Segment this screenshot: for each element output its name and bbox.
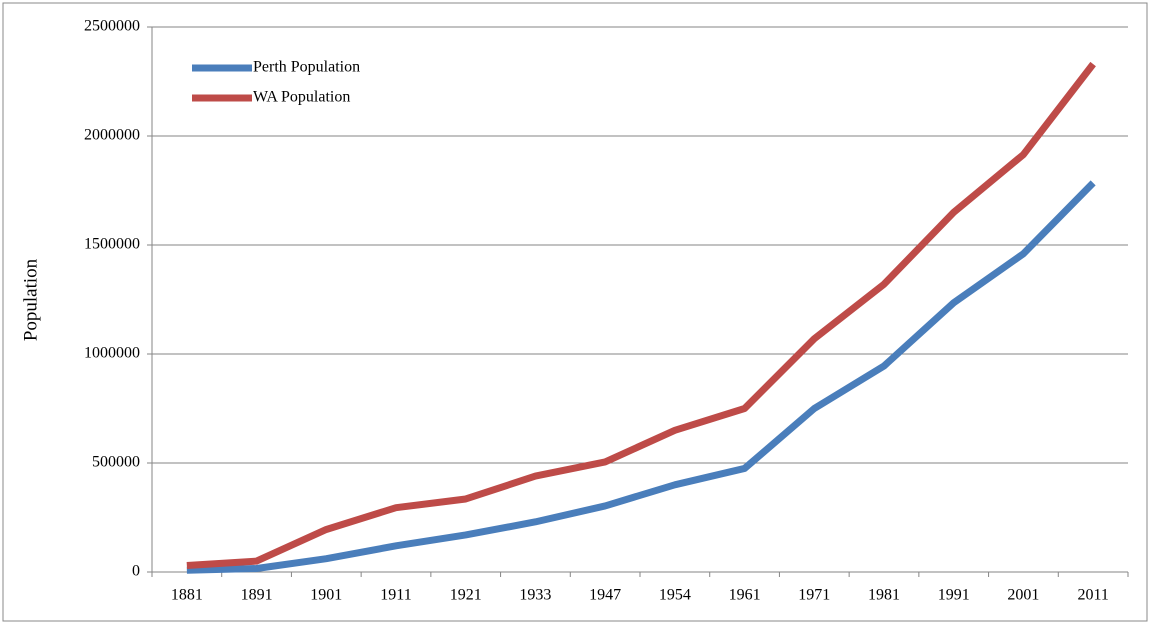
legend-label: WA Population <box>253 89 350 106</box>
y-tick-label: 1500000 <box>84 236 140 253</box>
line <box>186 180 1096 574</box>
y-tick-label: 1000000 <box>84 345 140 362</box>
x-tick-label: 1921 <box>450 587 482 604</box>
x-tick-label: 1911 <box>380 587 411 604</box>
x-tick-label: 1881 <box>171 587 203 604</box>
y-axis-title: Population <box>20 258 41 341</box>
x-tick-label: 1901 <box>310 587 342 604</box>
legend-label: Perth Population <box>253 59 360 76</box>
x-tick-label: 1991 <box>938 587 970 604</box>
y-tick-label: 2500000 <box>84 18 140 35</box>
x-tick-label: 1961 <box>729 587 761 604</box>
x-tick-label: 1954 <box>659 587 691 604</box>
x-tick-label: 1947 <box>589 587 621 604</box>
y-tick-label: 0 <box>132 563 140 580</box>
x-tick-label: 1981 <box>868 587 900 604</box>
line <box>186 61 1096 569</box>
x-tick-label: 2001 <box>1007 587 1039 604</box>
x-tick-label: 1891 <box>241 587 273 604</box>
x-tick-label: 1971 <box>798 587 830 604</box>
y-tick-label: 500000 <box>92 454 140 471</box>
y-tick-label: 2000000 <box>84 127 140 144</box>
x-tick-label: 1933 <box>519 587 551 604</box>
x-tick-label: 2011 <box>1077 587 1108 604</box>
